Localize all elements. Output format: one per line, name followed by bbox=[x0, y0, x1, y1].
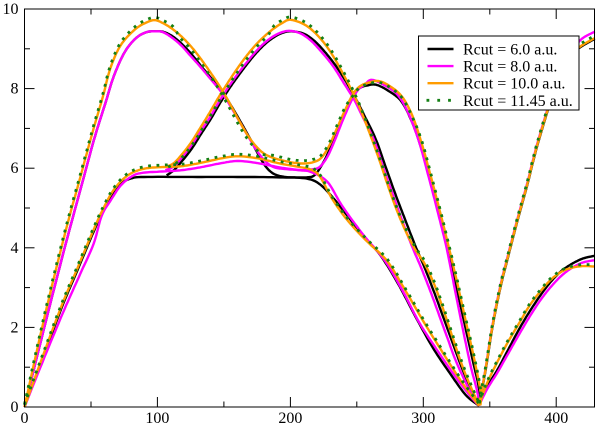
svg-text:Rcut = 11.45 a.u.: Rcut = 11.45 a.u. bbox=[463, 93, 573, 110]
svg-text:400: 400 bbox=[544, 410, 568, 427]
svg-text:100: 100 bbox=[145, 410, 169, 427]
svg-text:10: 10 bbox=[3, 1, 19, 18]
svg-text:300: 300 bbox=[411, 410, 435, 427]
svg-text:0: 0 bbox=[21, 410, 29, 427]
svg-text:Rcut = 6.0 a.u.: Rcut = 6.0 a.u. bbox=[463, 42, 557, 59]
svg-text:Rcut = 10.0 a.u.: Rcut = 10.0 a.u. bbox=[463, 76, 565, 93]
svg-text:Rcut = 8.0 a.u.: Rcut = 8.0 a.u. bbox=[463, 59, 557, 76]
svg-text:2: 2 bbox=[11, 319, 19, 336]
svg-text:200: 200 bbox=[278, 410, 302, 427]
svg-text:6: 6 bbox=[11, 160, 19, 177]
svg-text:8: 8 bbox=[11, 81, 19, 98]
svg-text:0: 0 bbox=[11, 399, 19, 416]
svg-text:4: 4 bbox=[11, 240, 19, 257]
